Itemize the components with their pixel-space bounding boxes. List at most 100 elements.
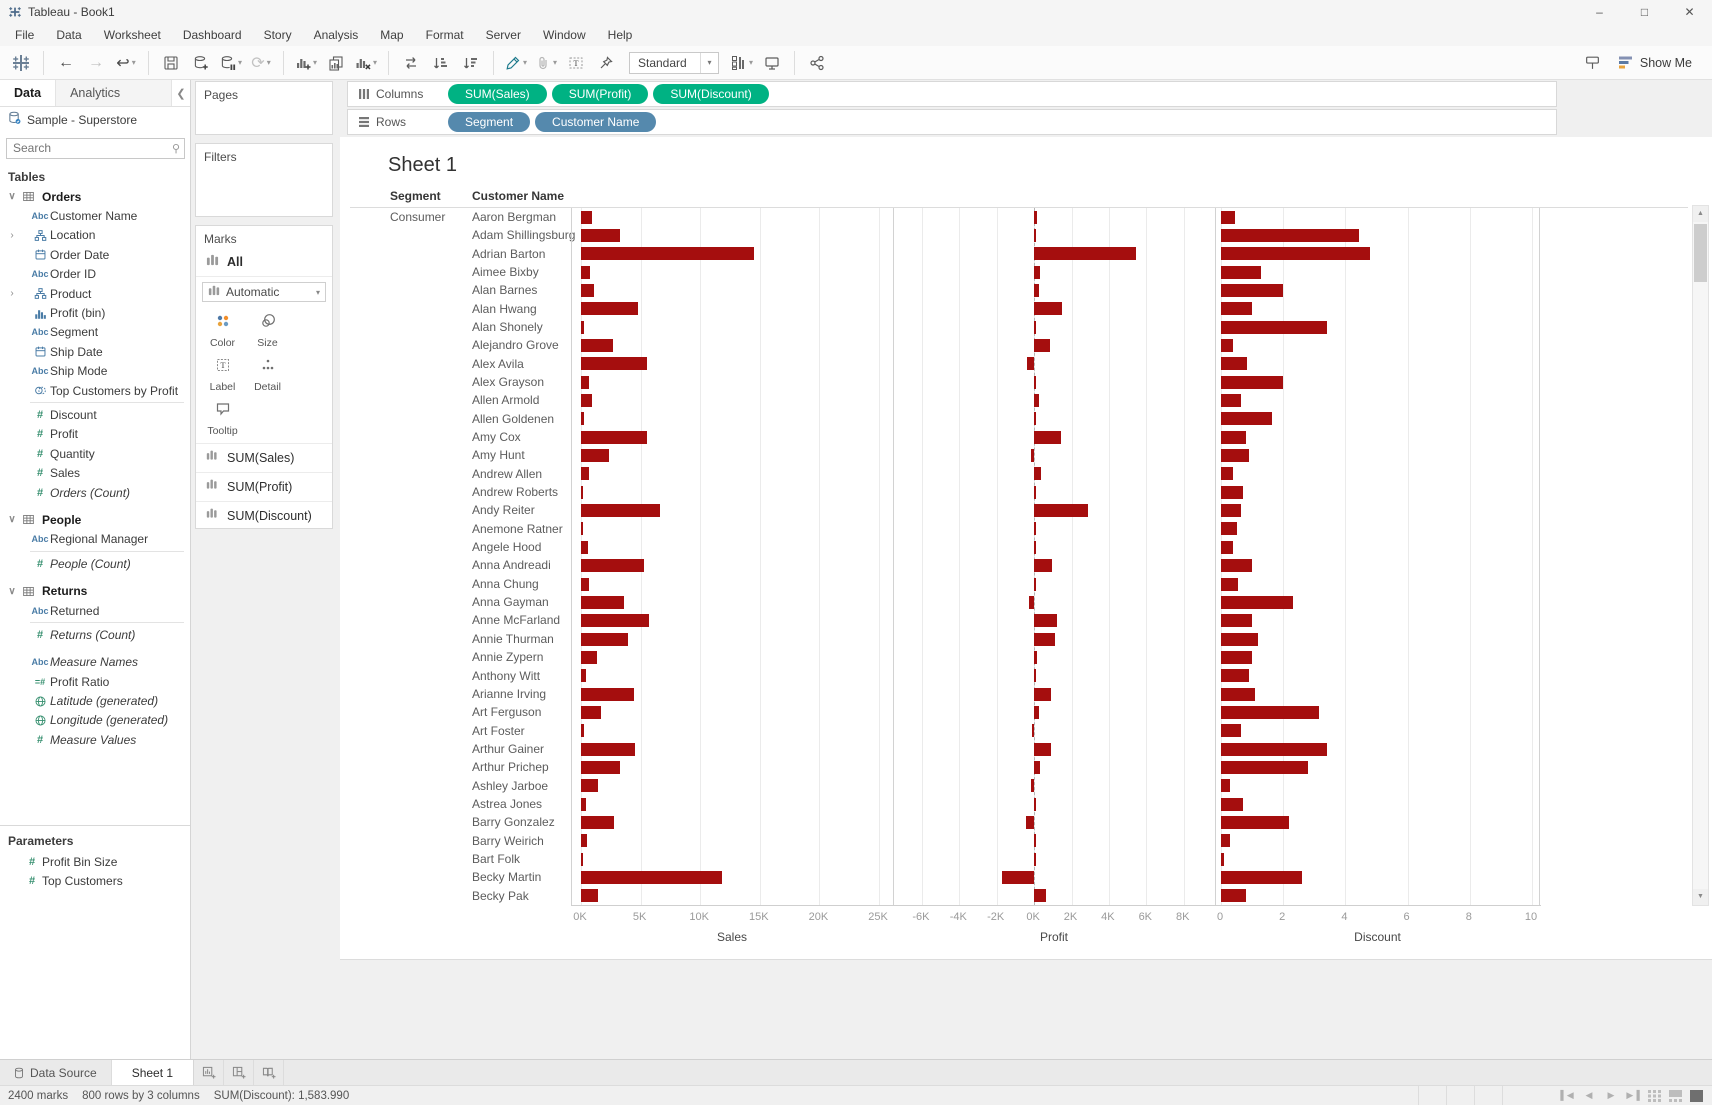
- tooltip-flag-icon[interactable]: [1580, 49, 1606, 77]
- field-profit[interactable]: # Profit: [0, 425, 190, 444]
- parameter-profit-bin-size[interactable]: # Profit Bin Size: [0, 852, 190, 871]
- field-returns-count-[interactable]: # Returns (Count): [0, 625, 190, 644]
- sales-bar[interactable]: [581, 449, 609, 463]
- profit-bar[interactable]: [1034, 687, 1051, 701]
- profit-bar[interactable]: [1034, 302, 1062, 316]
- pill-sum-sales-[interactable]: SUM(Sales): [448, 84, 547, 104]
- first-sheet-icon[interactable]: ▌◀: [1560, 1090, 1574, 1100]
- detail-button[interactable]: Detail: [246, 354, 289, 396]
- field-orders-count-[interactable]: # Orders (Count): [0, 483, 190, 502]
- discount-bar[interactable]: [1221, 797, 1243, 811]
- field-segment[interactable]: Abc Segment: [0, 323, 190, 342]
- customer-row-label[interactable]: Andy Reiter: [472, 503, 535, 518]
- discount-bar[interactable]: [1221, 815, 1290, 829]
- discount-bar[interactable]: [1221, 430, 1246, 444]
- discount-bar[interactable]: [1221, 485, 1243, 499]
- clear-sheet-icon[interactable]: ▾: [353, 49, 379, 77]
- sort-ascending-icon[interactable]: [428, 49, 454, 77]
- segment-row-label[interactable]: Consumer: [390, 210, 446, 224]
- customer-row-label[interactable]: Alan Shonely: [472, 320, 543, 335]
- profit-bar[interactable]: [1034, 559, 1053, 573]
- discount-bar[interactable]: [1221, 339, 1234, 353]
- table-row-returns[interactable]: ∨ Returns: [0, 581, 190, 600]
- text-label-icon[interactable]: T: [563, 49, 589, 77]
- table-row-people[interactable]: ∨ People: [0, 510, 190, 529]
- profit-bar[interactable]: [1034, 247, 1136, 261]
- sales-bar[interactable]: [581, 302, 639, 316]
- discount-bar[interactable]: [1221, 504, 1242, 518]
- marks-card-sum-discount-[interactable]: SUM(Discount): [196, 501, 332, 530]
- sales-bar[interactable]: [581, 320, 585, 334]
- field-profit-ratio[interactable]: =# Profit Ratio: [0, 672, 190, 691]
- profit-bar[interactable]: [1034, 284, 1040, 298]
- profit-bar[interactable]: [1034, 320, 1036, 334]
- tableau-home-icon[interactable]: [8, 49, 34, 77]
- mark-type-dropdown[interactable]: Automatic ▾: [202, 282, 326, 302]
- profit-bar[interactable]: [1034, 229, 1036, 243]
- discount-bar[interactable]: [1221, 229, 1360, 243]
- menu-map[interactable]: Map: [380, 28, 404, 42]
- tooltip-button[interactable]: Tooltip: [201, 398, 244, 440]
- profit-bar[interactable]: [1034, 834, 1036, 848]
- customer-row-label[interactable]: Andrew Allen: [472, 466, 543, 481]
- customer-row-label[interactable]: Alan Barnes: [472, 283, 538, 298]
- sales-bar[interactable]: [581, 210, 592, 224]
- label-button[interactable]: T Label: [201, 354, 244, 396]
- parameter-top-customers[interactable]: # Top Customers: [0, 872, 190, 891]
- sales-bar[interactable]: [581, 467, 590, 481]
- sales-bar[interactable]: [581, 742, 635, 756]
- menu-file[interactable]: File: [15, 28, 35, 42]
- marks-all-row[interactable]: All: [196, 248, 332, 277]
- discount-bar[interactable]: [1221, 614, 1253, 628]
- profit-bar[interactable]: [1030, 449, 1035, 463]
- vertical-scrollbar[interactable]: ▲ ▼: [1692, 205, 1709, 906]
- search-input[interactable]: [7, 141, 168, 155]
- profit-bar[interactable]: [1034, 540, 1036, 554]
- profit-bar[interactable]: [1034, 632, 1055, 646]
- discount-bar[interactable]: [1221, 834, 1231, 848]
- size-button[interactable]: Size: [246, 310, 289, 352]
- scroll-down-icon[interactable]: ▼: [1693, 889, 1708, 905]
- discount-bar[interactable]: [1221, 375, 1284, 389]
- customer-row-label[interactable]: Amy Hunt: [472, 448, 525, 463]
- minimize-button[interactable]: –: [1596, 5, 1603, 19]
- discount-bar[interactable]: [1221, 265, 1262, 279]
- last-sheet-icon[interactable]: ▶▐: [1626, 1090, 1640, 1100]
- menu-analysis[interactable]: Analysis: [313, 28, 359, 42]
- paperclip-icon[interactable]: ▾: [533, 49, 559, 77]
- sales-bar[interactable]: [581, 229, 620, 243]
- discount-bar[interactable]: [1221, 724, 1242, 738]
- forward-arrow-icon[interactable]: →: [88, 53, 104, 71]
- menu-window[interactable]: Window: [542, 28, 586, 42]
- profit-bar[interactable]: [1028, 595, 1034, 609]
- customer-row-label[interactable]: Art Foster: [472, 723, 525, 738]
- maximize-button[interactable]: □: [1640, 5, 1649, 19]
- profit-bar[interactable]: [1034, 522, 1036, 536]
- field-customer-name[interactable]: Abc Customer Name: [0, 206, 190, 225]
- show-me-button[interactable]: Show Me: [1618, 55, 1692, 70]
- customer-row-label[interactable]: Aimee Bixby: [472, 265, 539, 280]
- close-button[interactable]: ✕: [1684, 5, 1695, 19]
- customer-row-label[interactable]: Arthur Gainer: [472, 741, 545, 756]
- sales-bar[interactable]: [581, 614, 649, 628]
- sales-bar[interactable]: [581, 540, 588, 554]
- search-box[interactable]: ⚲: [6, 137, 186, 159]
- sales-bar[interactable]: [581, 265, 591, 279]
- profit-bar[interactable]: [1034, 797, 1037, 811]
- menu-format[interactable]: Format: [425, 28, 464, 42]
- sales-bar[interactable]: [581, 559, 644, 573]
- discount-bar[interactable]: [1221, 540, 1234, 554]
- pause-updates-icon[interactable]: ▾: [218, 49, 244, 77]
- discount-bar[interactable]: [1221, 559, 1253, 573]
- next-sheet-icon[interactable]: ▶: [1607, 1090, 1615, 1100]
- customer-row-label[interactable]: Alex Avila: [472, 356, 524, 371]
- field-ship-mode[interactable]: Abc Ship Mode: [0, 362, 190, 381]
- customer-row-label[interactable]: Barry Weirich: [472, 833, 544, 848]
- customer-column-header[interactable]: Customer Name: [472, 189, 565, 203]
- customer-row-label[interactable]: Adrian Barton: [472, 246, 546, 261]
- field-product[interactable]: › Product: [0, 284, 190, 303]
- discount-bar[interactable]: [1221, 669, 1249, 683]
- field-measure-names[interactable]: Abc Measure Names: [0, 653, 190, 672]
- new-dashboard-tab-icon[interactable]: [224, 1060, 255, 1085]
- customer-row-label[interactable]: Art Ferguson: [472, 705, 542, 720]
